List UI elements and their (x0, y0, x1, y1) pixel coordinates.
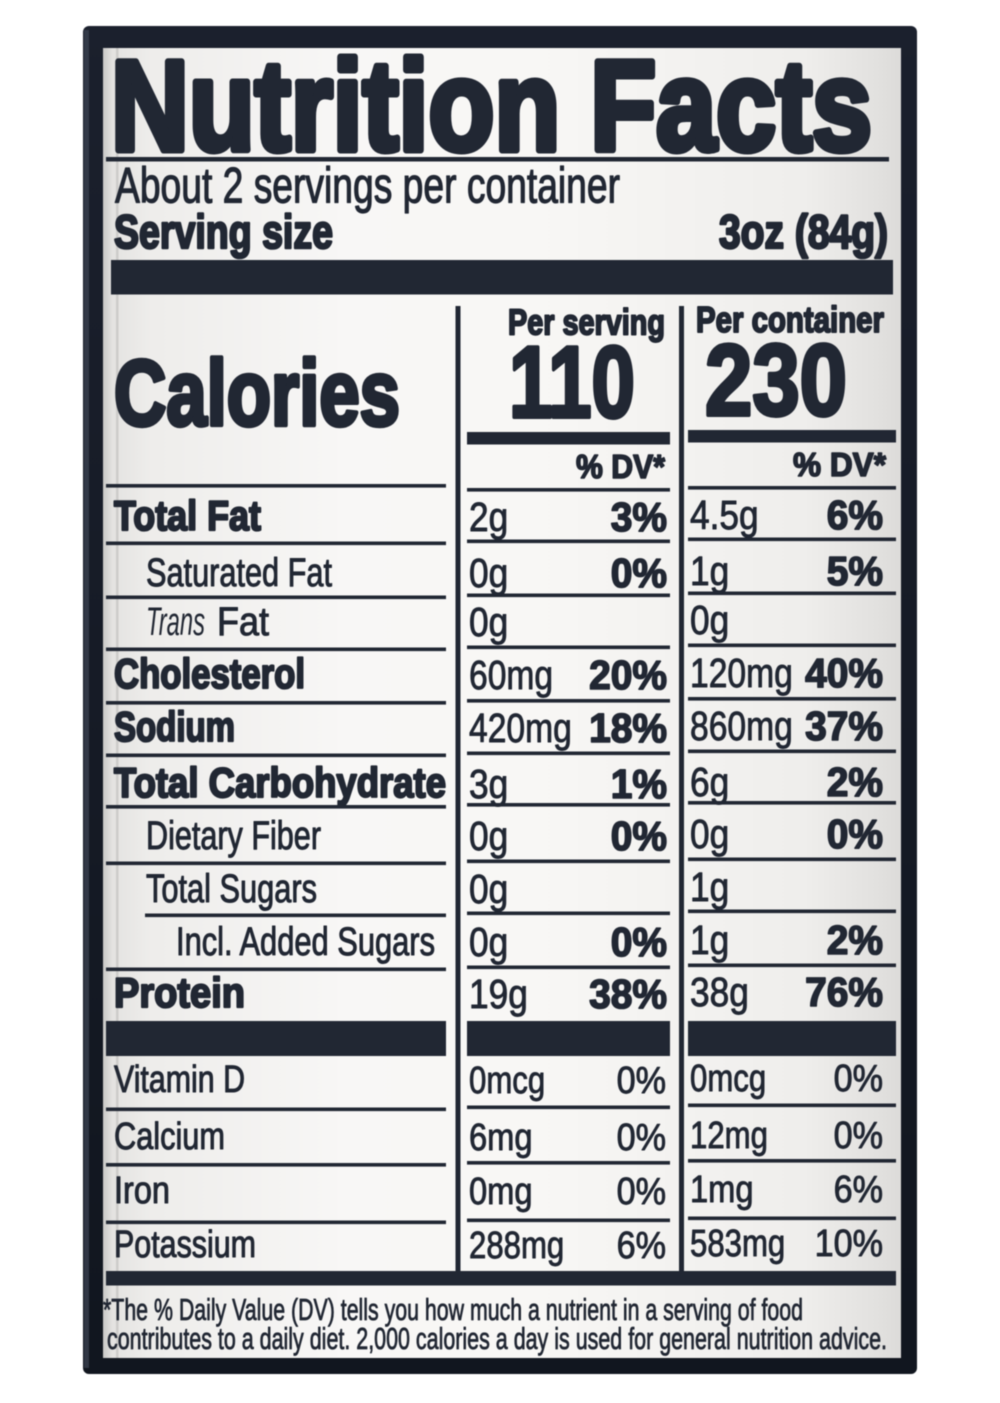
svg-text:0%: 0% (611, 814, 667, 859)
svg-text:18%: 18% (589, 706, 667, 751)
svg-text:contributes to a daily diet. 2: contributes to a daily diet. 2,000 calor… (107, 1321, 887, 1356)
svg-text:Per container: Per container (696, 299, 884, 340)
svg-text:0%: 0% (617, 1058, 666, 1101)
svg-text:Serving size: Serving size (114, 205, 333, 258)
svg-text:Saturated Fat: Saturated Fat (146, 551, 332, 595)
svg-text:583mg: 583mg (690, 1223, 785, 1265)
svg-text:0g: 0g (469, 600, 508, 646)
svg-text:0%: 0% (611, 920, 667, 965)
svg-text:2g: 2g (469, 495, 508, 541)
svg-text:38g: 38g (690, 970, 749, 1016)
svg-text:10%: 10% (815, 1221, 883, 1264)
svg-text:Protein: Protein (114, 969, 245, 1016)
svg-text:Trans: Trans (146, 600, 205, 644)
svg-text:0%: 0% (834, 1113, 883, 1156)
svg-text:0g: 0g (469, 551, 508, 597)
svg-text:0%: 0% (834, 1056, 883, 1099)
svg-text:3oz (84g): 3oz (84g) (719, 205, 888, 258)
svg-text:0g: 0g (469, 814, 508, 860)
svg-text:0%: 0% (827, 812, 883, 857)
svg-text:0g: 0g (469, 867, 508, 913)
svg-text:2%: 2% (827, 918, 883, 963)
svg-text:20%: 20% (589, 653, 667, 698)
svg-text:230: 230 (705, 325, 847, 437)
svg-text:Incl. Added Sugars: Incl. Added Sugars (176, 920, 435, 964)
svg-text:60mg: 60mg (469, 652, 553, 698)
svg-text:0%: 0% (617, 1115, 666, 1158)
svg-text:0mg: 0mg (469, 1170, 533, 1213)
svg-text:1g: 1g (690, 865, 729, 911)
svg-text:0%: 0% (611, 551, 667, 596)
svg-text:0mcg: 0mcg (469, 1060, 545, 1102)
svg-text:420mg: 420mg (469, 705, 572, 751)
svg-text:*The % Daily Value (DV) tells: *The % Daily Value (DV) tells you how mu… (103, 1292, 803, 1327)
svg-text:Sodium: Sodium (114, 703, 235, 750)
svg-text:About 2 servings per container: About 2 servings per container (115, 158, 620, 214)
svg-text:Total Sugars: Total Sugars (146, 867, 317, 911)
svg-text:2%: 2% (827, 760, 883, 805)
svg-text:Per serving: Per serving (508, 302, 665, 343)
svg-text:Dietary Fiber: Dietary Fiber (146, 814, 321, 858)
svg-text:1mg: 1mg (690, 1168, 754, 1211)
svg-text:110: 110 (509, 327, 635, 439)
svg-text:6%: 6% (834, 1167, 883, 1210)
svg-text:Calcium: Calcium (114, 1116, 225, 1158)
svg-text:288mg: 288mg (469, 1225, 564, 1267)
svg-text:% DV*: % DV* (576, 448, 665, 485)
svg-text:6%: 6% (617, 1223, 666, 1266)
svg-text:Vitamin D: Vitamin D (114, 1059, 245, 1101)
svg-text:19g: 19g (469, 972, 528, 1018)
svg-text:5%: 5% (827, 549, 883, 594)
svg-text:3%: 3% (611, 495, 667, 540)
svg-text:1g: 1g (690, 549, 729, 595)
svg-text:860mg: 860mg (690, 703, 793, 749)
svg-text:37%: 37% (805, 704, 883, 749)
svg-text:76%: 76% (805, 970, 883, 1015)
svg-text:Fat: Fat (217, 600, 269, 644)
svg-text:38%: 38% (589, 972, 667, 1017)
svg-text:Nutrition Facts: Nutrition Facts (111, 35, 872, 178)
svg-text:40%: 40% (805, 651, 883, 696)
svg-text:1g: 1g (690, 918, 729, 964)
svg-text:Calories: Calories (114, 341, 400, 445)
svg-text:Total Carbohydrate: Total Carbohydrate (114, 759, 446, 806)
svg-text:1%: 1% (611, 762, 667, 807)
svg-text:6%: 6% (827, 493, 883, 538)
svg-text:0mcg: 0mcg (690, 1058, 766, 1100)
svg-text:6mg: 6mg (469, 1116, 533, 1159)
svg-text:Cholesterol: Cholesterol (114, 650, 305, 697)
svg-text:0g: 0g (690, 598, 729, 644)
svg-text:Potassium: Potassium (114, 1224, 256, 1266)
svg-text:% DV*: % DV* (793, 446, 886, 483)
svg-text:Total Fat: Total Fat (114, 492, 261, 539)
svg-text:0g: 0g (690, 812, 729, 858)
svg-text:12mg: 12mg (690, 1115, 768, 1157)
svg-text:0%: 0% (617, 1169, 666, 1212)
svg-text:3g: 3g (469, 762, 508, 808)
svg-text:4.5g: 4.5g (690, 493, 759, 539)
svg-text:0g: 0g (469, 920, 508, 966)
svg-text:6g: 6g (690, 760, 729, 806)
svg-text:120mg: 120mg (690, 650, 793, 696)
svg-text:Iron: Iron (114, 1170, 170, 1212)
